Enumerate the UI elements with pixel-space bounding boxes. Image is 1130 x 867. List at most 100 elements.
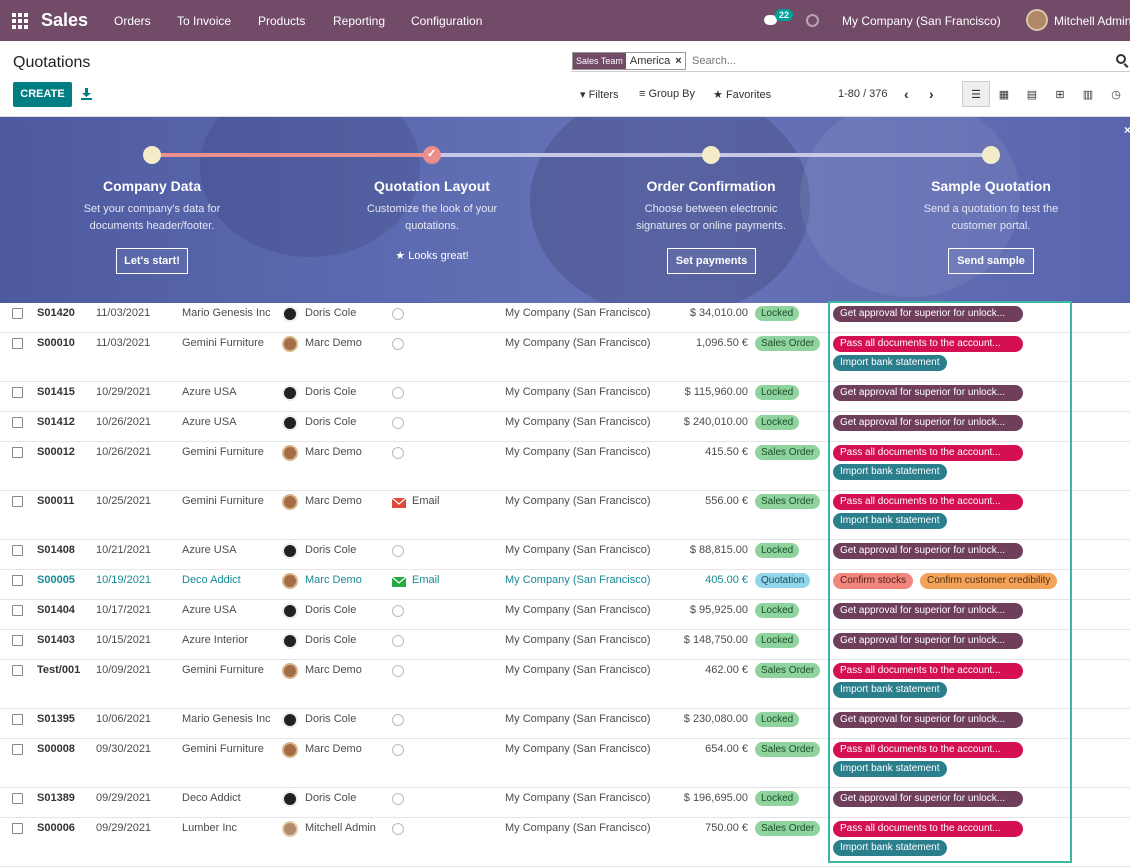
email-activity-icon[interactable] [392,498,406,508]
pager-value[interactable]: 1-80 / 376 [838,88,888,100]
pivot-view-icon[interactable]: ⊞ [1055,88,1065,101]
activity-clock-icon[interactable] [392,635,404,647]
row-checkbox[interactable] [12,714,23,725]
total-amount: $ 95,925.00 [689,604,748,616]
activity-label[interactable]: Email [412,495,440,507]
table-row[interactable]: S00006 09/29/2021 Lumber Inc Mitchell Admin… [0,818,1130,867]
row-checkbox[interactable] [12,447,23,458]
pager-next-icon[interactable]: › [929,86,934,102]
table-row[interactable]: S01389 09/29/2021 Deco Addict Doris Cole My … [0,788,1130,818]
salesperson: Doris Cole [305,792,357,804]
table-row[interactable]: S01412 10/26/2021 Azure USA Doris Cole My Co… [0,412,1130,442]
row-checkbox[interactable] [12,496,23,507]
activity-clock-icon[interactable] [392,447,404,459]
row-checkbox[interactable] [12,823,23,834]
group-by-button[interactable]: ≡ Group By [639,88,695,100]
activity-clock-icon[interactable] [392,387,404,399]
activity-clock-icon[interactable] [392,417,404,429]
menu-to-invoice[interactable]: To Invoice [177,14,232,28]
order-date: 10/19/2021 [96,574,152,586]
user-avatar[interactable] [1026,9,1048,31]
step-title: Sample Quotation [931,178,1051,194]
row-checkbox[interactable] [12,575,23,586]
activity-clock-icon[interactable] [392,545,404,557]
activity-label[interactable]: Email [412,574,440,586]
row-checkbox[interactable] [12,417,23,428]
table-row[interactable]: S01403 10/15/2021 Azure Interior Doris Cole… [0,630,1130,660]
activity-clock-icon[interactable] [806,14,819,27]
table-row[interactable]: S01420 11/03/2021 Mario Genesis Inc Doris C… [0,303,1130,333]
tag-import-bank: Import bank statement [833,513,947,529]
row-checkbox[interactable] [12,545,23,556]
search-bar: Sales Team America × [571,50,1130,72]
calendar-view-icon[interactable]: ▤ [1026,88,1038,101]
message-count-badge: 22 [775,9,794,21]
app-brand[interactable]: Sales [41,10,89,30]
activity-clock-icon[interactable] [392,744,404,756]
menu-products[interactable]: Products [258,14,306,28]
status-badge: Sales Order [755,336,821,351]
set-payments-button[interactable]: Set payments [667,248,756,274]
search-icon[interactable] [1116,54,1126,64]
order-date: 10/09/2021 [96,664,152,676]
lets-start-button[interactable]: Let's start! [116,248,188,274]
activity-clock-icon[interactable] [392,338,404,350]
row-checkbox[interactable] [12,338,23,349]
table-row[interactable]: Test/001 10/09/2021 Gemini Furniture Marc D… [0,660,1130,709]
row-checkbox[interactable] [12,665,23,676]
table-row[interactable]: S00008 09/30/2021 Gemini Furniture Marc Dem… [0,739,1130,788]
tag-get-approval: Get approval for superior for unlock... [833,633,1023,649]
menu-orders[interactable]: Orders [114,14,151,28]
activity-clock-icon[interactable] [392,605,404,617]
activity-view-icon[interactable]: ◷ [1111,88,1121,101]
salesperson: Doris Cole [305,544,357,556]
create-button[interactable]: CREATE [13,82,72,107]
step-description: Set your company's data for documents hea… [83,203,221,232]
row-checkbox[interactable] [12,308,23,319]
list-view-icon[interactable]: ☰ [962,81,990,107]
menu-configuration[interactable]: Configuration [411,14,483,28]
tag-import-bank: Import bank statement [833,355,947,371]
filters-button[interactable]: ▾ Filters [580,88,619,101]
table-row[interactable]: S01395 10/06/2021 Mario Genesis Inc Doris C… [0,709,1130,739]
row-checkbox[interactable] [12,635,23,646]
row-checkbox[interactable] [12,744,23,755]
activity-clock-icon[interactable] [392,665,404,677]
customer: Lumber Inc [182,822,238,834]
table-row[interactable]: S01415 10/29/2021 Azure USA Doris Cole My Co… [0,382,1130,412]
email-activity-icon[interactable] [392,577,406,587]
tag-get-approval: Get approval for superior for unlock... [833,791,1023,807]
graph-view-icon[interactable]: ▥ [1082,88,1094,101]
table-row[interactable]: S00011 10/25/2021 Gemini Furniture Marc Dem… [0,491,1130,540]
row-checkbox[interactable] [12,387,23,398]
close-banner-icon[interactable]: × [1124,123,1130,137]
table-row[interactable]: S01404 10/17/2021 Azure USA Doris Cole My Co… [0,600,1130,630]
chat-bubble-icon[interactable] [764,15,777,25]
table-row[interactable]: S01408 10/21/2021 Azure USA Doris Cole My Co… [0,540,1130,570]
status-badge: Sales Order [755,494,821,509]
customer: Gemini Furniture [182,446,264,458]
company-switcher[interactable]: My Company (San Francisco) [842,14,1001,28]
activity-clock-icon[interactable] [392,714,404,726]
row-checkbox[interactable] [12,605,23,616]
user-menu[interactable]: Mitchell Admin [1054,14,1130,28]
table-row[interactable]: S00005 10/19/2021 Deco Addict Marc Demo Emai… [0,570,1130,600]
table-row[interactable]: S00010 11/03/2021 Gemini Furniture Marc Dem… [0,333,1130,382]
row-checkbox[interactable] [12,793,23,804]
download-icon[interactable] [81,88,92,100]
activity-clock-icon[interactable] [392,308,404,320]
facet-remove-icon[interactable]: × [675,55,682,67]
search-input[interactable] [692,53,1092,69]
send-sample-button[interactable]: Send sample [948,248,1034,274]
favorites-button[interactable]: ★ Favorites [713,88,771,101]
order-number: S01408 [37,544,75,556]
menu-reporting[interactable]: Reporting [333,14,386,28]
activity-clock-icon[interactable] [392,793,404,805]
pager-previous-icon[interactable]: ‹ [904,86,909,102]
salesperson-avatar [282,663,298,679]
kanban-view-icon[interactable]: ▦ [998,88,1010,101]
activity-clock-icon[interactable] [392,823,404,835]
total-amount: $ 88,815.00 [689,544,748,556]
apps-grid-icon[interactable] [12,13,28,29]
table-row[interactable]: S00012 10/26/2021 Gemini Furniture Marc Dem… [0,442,1130,491]
